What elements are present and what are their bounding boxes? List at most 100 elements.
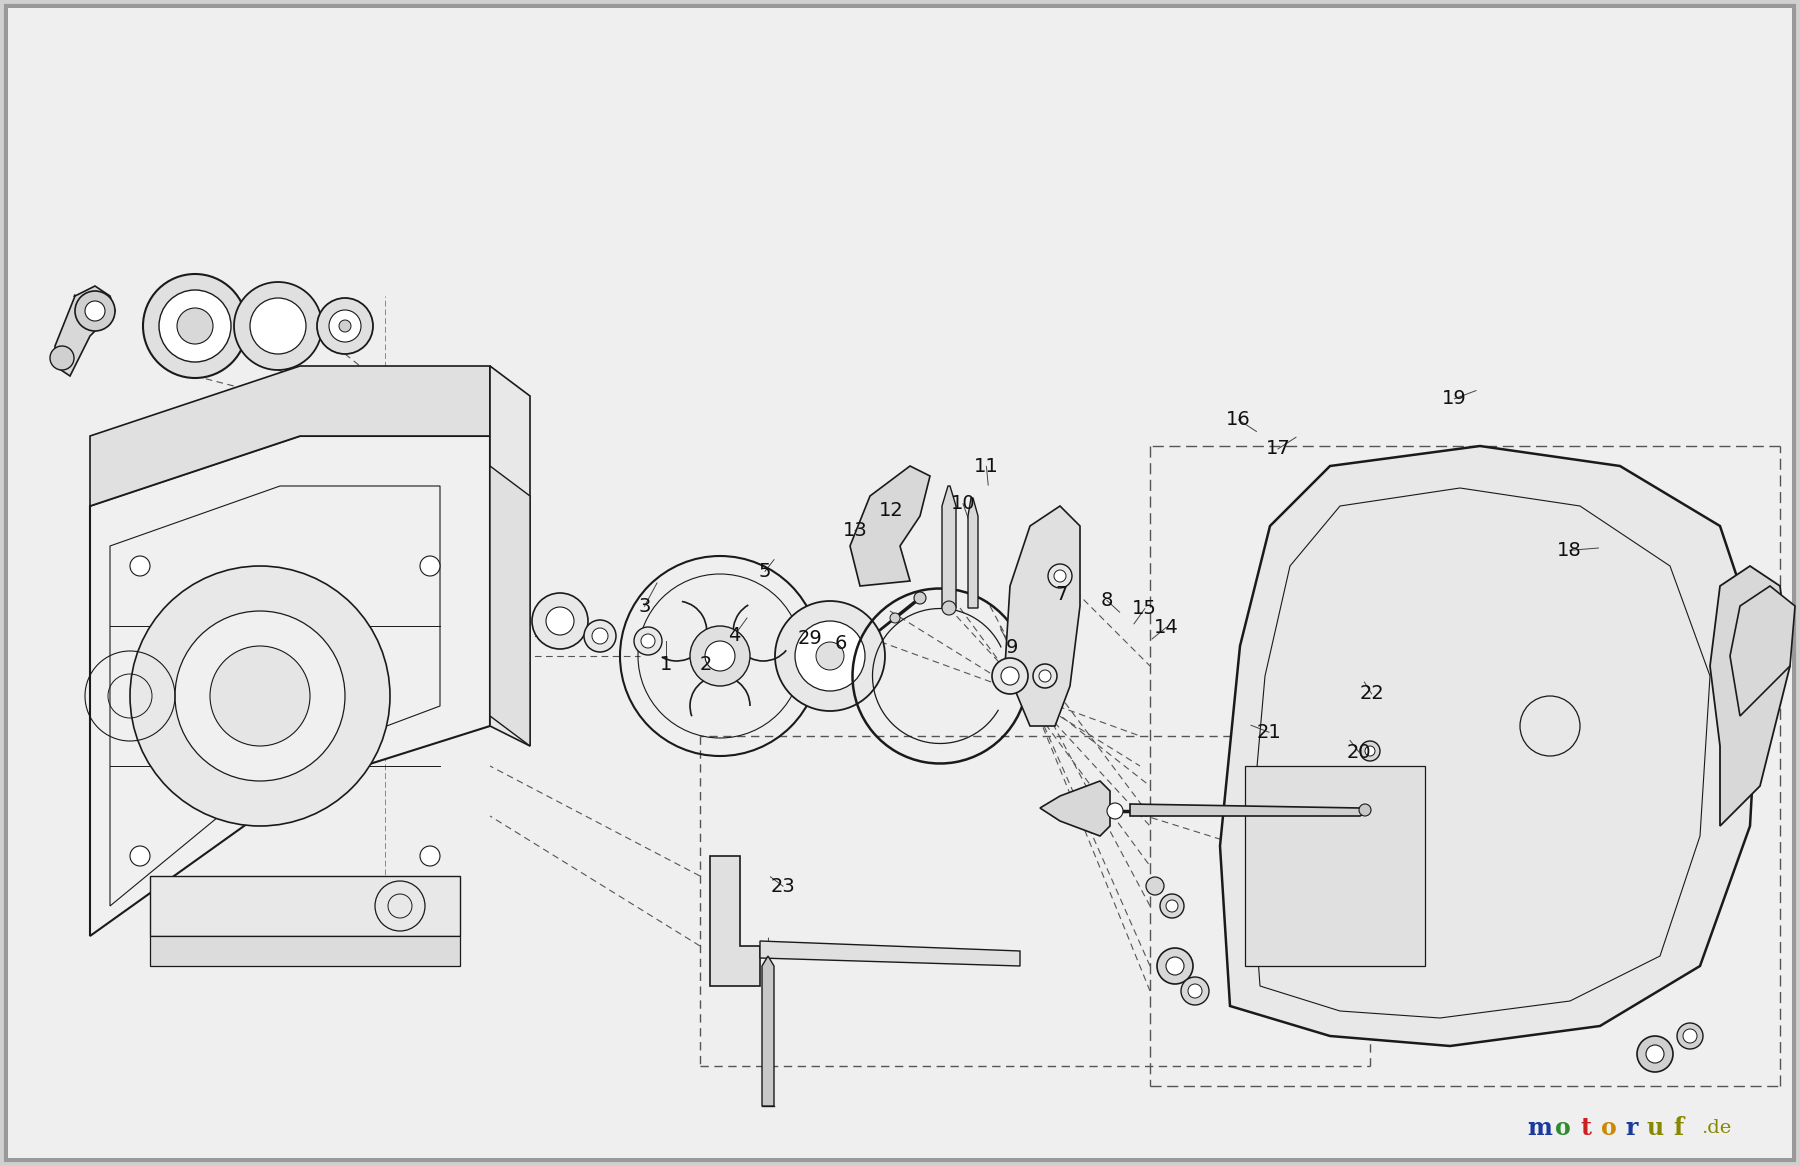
Circle shape — [1361, 742, 1381, 761]
Circle shape — [419, 556, 439, 576]
Circle shape — [776, 600, 886, 711]
Circle shape — [158, 290, 230, 361]
Circle shape — [641, 634, 655, 648]
Circle shape — [1055, 570, 1066, 582]
Polygon shape — [760, 941, 1021, 965]
Circle shape — [1107, 803, 1123, 819]
Polygon shape — [941, 486, 956, 607]
Circle shape — [1645, 1045, 1663, 1063]
Circle shape — [1033, 663, 1057, 688]
Circle shape — [175, 611, 346, 781]
Polygon shape — [56, 286, 115, 375]
Circle shape — [815, 642, 844, 670]
Polygon shape — [1710, 566, 1789, 826]
Text: .de: .de — [1701, 1119, 1732, 1137]
Circle shape — [130, 847, 149, 866]
Text: 15: 15 — [1132, 599, 1157, 618]
Circle shape — [85, 301, 104, 321]
Circle shape — [706, 641, 734, 670]
Circle shape — [1188, 984, 1202, 998]
Polygon shape — [1220, 447, 1760, 1046]
Polygon shape — [490, 366, 529, 746]
Circle shape — [992, 658, 1028, 694]
Circle shape — [796, 621, 866, 691]
Text: 23: 23 — [770, 877, 796, 895]
Circle shape — [634, 627, 662, 655]
Circle shape — [176, 308, 212, 344]
Circle shape — [76, 292, 115, 331]
Circle shape — [889, 613, 900, 623]
Circle shape — [1359, 805, 1372, 816]
Polygon shape — [1130, 805, 1370, 816]
Text: 19: 19 — [1442, 389, 1467, 408]
Text: 22: 22 — [1359, 684, 1384, 703]
Polygon shape — [90, 436, 490, 936]
Text: 11: 11 — [974, 457, 999, 476]
Polygon shape — [149, 876, 461, 936]
Circle shape — [592, 628, 608, 644]
Text: 8: 8 — [1102, 591, 1112, 610]
Circle shape — [1678, 1023, 1703, 1049]
Text: 1: 1 — [661, 655, 671, 674]
Polygon shape — [709, 856, 760, 986]
Polygon shape — [149, 936, 461, 965]
Text: 17: 17 — [1265, 440, 1291, 458]
Circle shape — [545, 607, 574, 635]
Text: 7: 7 — [1057, 585, 1067, 604]
Circle shape — [1147, 877, 1165, 895]
Text: 16: 16 — [1226, 410, 1251, 429]
Circle shape — [50, 346, 74, 370]
Text: 10: 10 — [950, 494, 976, 513]
Circle shape — [1166, 957, 1184, 975]
Text: 21: 21 — [1256, 723, 1282, 742]
Text: 12: 12 — [878, 501, 904, 520]
Text: r: r — [1625, 1116, 1638, 1140]
Polygon shape — [1730, 586, 1795, 716]
Circle shape — [1181, 977, 1210, 1005]
Circle shape — [234, 282, 322, 370]
Text: 13: 13 — [842, 521, 868, 540]
Circle shape — [1039, 670, 1051, 682]
Circle shape — [317, 298, 373, 354]
Text: m: m — [1528, 1116, 1552, 1140]
Text: 5: 5 — [760, 562, 770, 581]
Polygon shape — [850, 466, 931, 586]
Text: f: f — [1672, 1116, 1683, 1140]
Circle shape — [1048, 564, 1073, 588]
Polygon shape — [1004, 506, 1080, 726]
Text: 18: 18 — [1557, 541, 1582, 560]
Circle shape — [941, 600, 956, 614]
Circle shape — [250, 298, 306, 354]
Circle shape — [1636, 1037, 1672, 1072]
Polygon shape — [761, 956, 774, 1107]
Circle shape — [1683, 1030, 1697, 1044]
Circle shape — [914, 592, 925, 604]
Circle shape — [1166, 900, 1177, 912]
Circle shape — [1001, 667, 1019, 684]
Circle shape — [338, 319, 351, 332]
Circle shape — [142, 274, 247, 378]
Text: 20: 20 — [1346, 743, 1372, 761]
Text: o: o — [1602, 1116, 1616, 1140]
Text: o: o — [1555, 1116, 1571, 1140]
Circle shape — [1364, 746, 1375, 756]
Circle shape — [130, 566, 391, 826]
Circle shape — [211, 646, 310, 746]
Circle shape — [1159, 894, 1184, 918]
Text: 6: 6 — [835, 634, 846, 653]
Circle shape — [583, 620, 616, 652]
Polygon shape — [90, 366, 490, 506]
Polygon shape — [1040, 781, 1111, 836]
Polygon shape — [490, 466, 529, 746]
Polygon shape — [968, 498, 977, 607]
Circle shape — [329, 310, 362, 342]
Text: 2: 2 — [700, 655, 711, 674]
Circle shape — [689, 626, 751, 686]
Polygon shape — [1246, 766, 1426, 965]
Text: 3: 3 — [639, 597, 650, 616]
Text: 29: 29 — [797, 630, 823, 648]
Circle shape — [1157, 948, 1193, 984]
Circle shape — [419, 847, 439, 866]
Text: u: u — [1647, 1116, 1663, 1140]
Circle shape — [533, 593, 589, 649]
